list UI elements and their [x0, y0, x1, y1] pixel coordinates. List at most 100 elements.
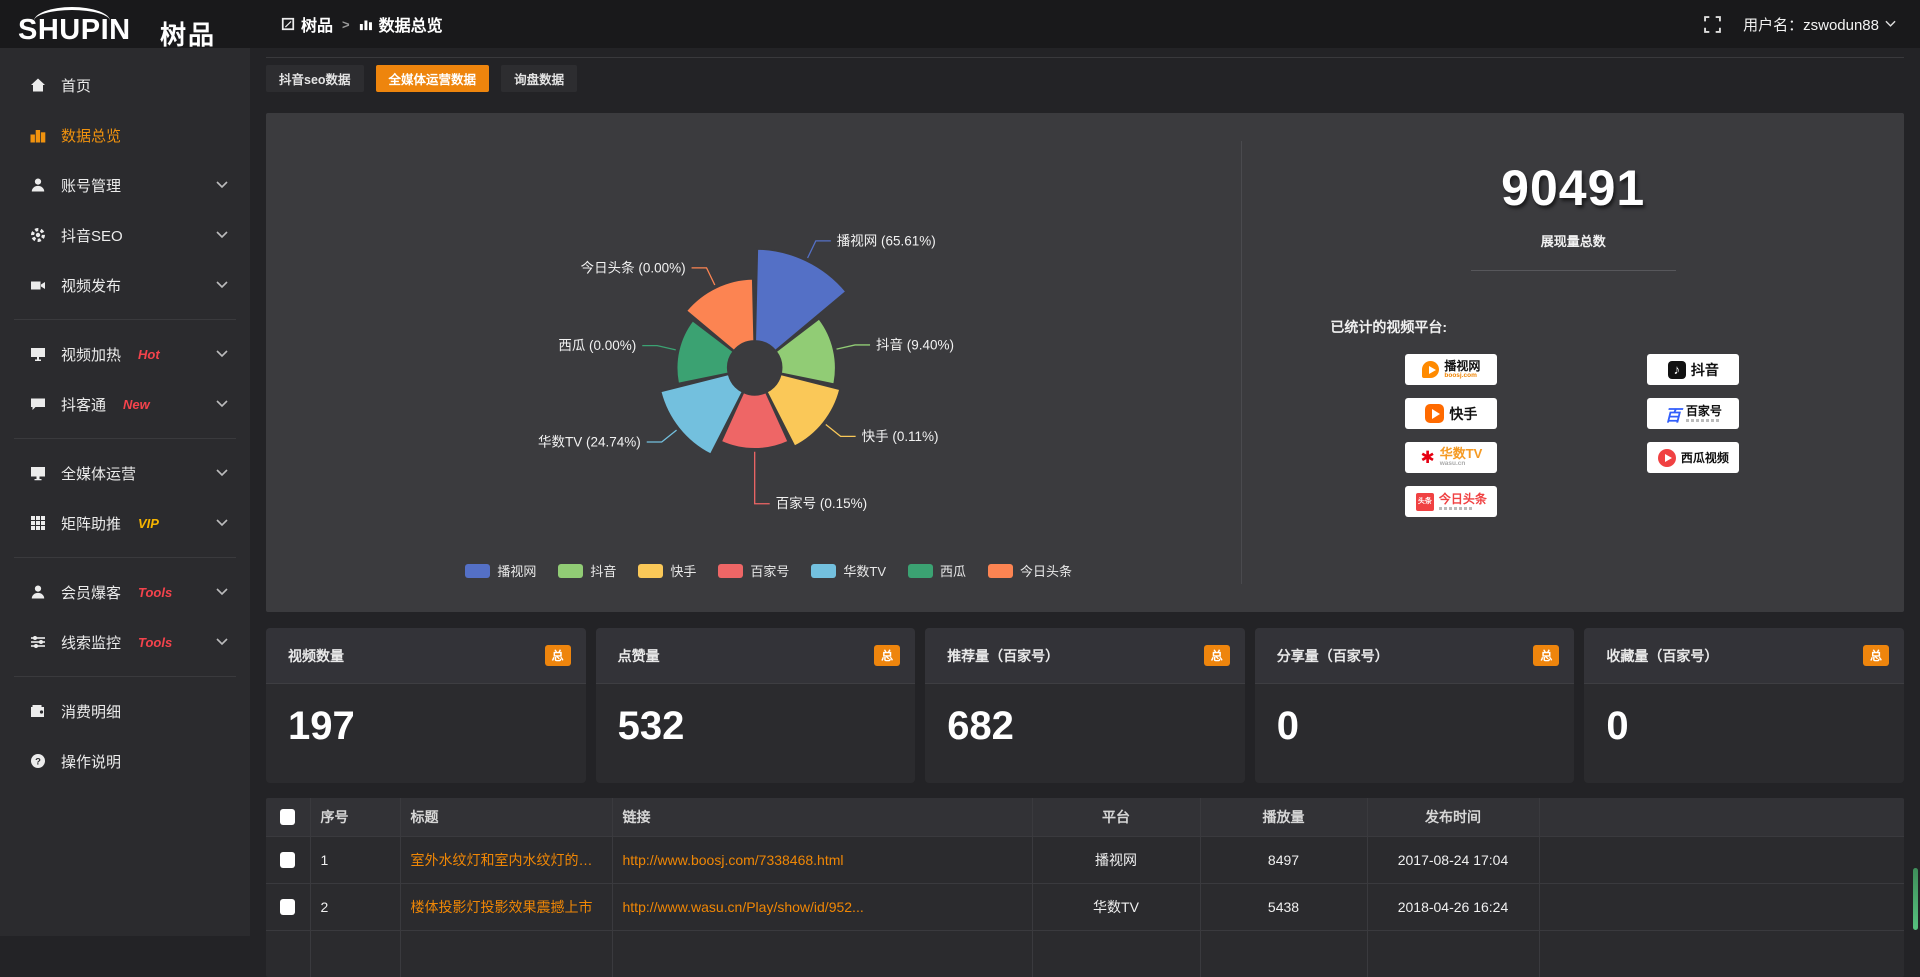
baijiahao-logo-icon: 百	[1664, 407, 1681, 425]
chat-bubble-icon	[31, 398, 45, 410]
sidebar-item-video-heat[interactable]: 视频加热 Hot	[0, 329, 250, 379]
video-camera-icon	[31, 281, 45, 290]
vip-badge: VIP	[138, 515, 159, 531]
table-row: 2 楼体投影灯投影效果震撼上市 http://www.wasu.cn/Play/…	[266, 882, 1904, 930]
legend-swatch	[811, 563, 837, 578]
row-checkbox[interactable]	[280, 898, 296, 915]
new-badge: New	[123, 396, 150, 412]
tools-badge: Tools	[138, 634, 173, 650]
wasu-logo-icon: ✱	[1420, 447, 1435, 467]
url-link[interactable]: http://www.wasu.cn/Play/show/id/952...	[611, 882, 1032, 930]
col-link: 链接	[611, 798, 1032, 836]
sidebar-item-lead-monitor[interactable]: 线索监控 Tools	[0, 617, 250, 667]
title-link[interactable]: 室外水纹灯和室内水纹灯的区别和简介	[399, 835, 612, 883]
chevron-down-icon	[216, 350, 228, 358]
panel-divider	[1241, 141, 1243, 584]
legend-item-快手[interactable]: 快手	[638, 561, 696, 580]
platform-badge-baijiahao: 百 百家号	[1647, 398, 1740, 429]
label-leader-line	[754, 451, 770, 505]
legend-item-播视网[interactable]: 播视网	[465, 561, 536, 580]
tab-inquiry-data[interactable]: 询盘数据	[501, 65, 578, 92]
pie-slice-快手[interactable]	[765, 373, 841, 448]
platform-cell: 播视网	[1031, 835, 1200, 883]
table-row: 1 室外水纹灯和室内水纹灯的区别和简介 http://www.boosj.com…	[266, 835, 1904, 883]
toutiao-logo-icon: 头条	[1415, 492, 1434, 511]
chevron-down-icon	[216, 638, 228, 646]
legend-item-西瓜[interactable]: 西瓜	[908, 561, 966, 580]
pie-slice-今日头条[interactable]	[685, 278, 755, 352]
breadcrumb-separator: >	[342, 16, 350, 32]
total-badge: 总	[1863, 645, 1889, 666]
scrollbar-thumb[interactable]	[1913, 868, 1918, 930]
title-link[interactable]: 楼体投影灯投影效果震撼上市	[399, 882, 612, 930]
legend-label: 抖音	[590, 564, 617, 579]
legend-swatch	[988, 563, 1014, 578]
pie-slice-百家号[interactable]	[720, 391, 790, 450]
col-title: 标题	[399, 798, 612, 836]
platforms-label: 已统计的视频平台:	[1330, 319, 1448, 335]
sidebar-item-douyin-seo[interactable]: 抖音SEO	[0, 210, 250, 260]
sidebar-item-data-overview[interactable]: 数据总览	[0, 110, 250, 160]
chevron-down-icon	[216, 181, 228, 189]
row-checkbox[interactable]	[280, 851, 296, 868]
card-shares: 分享量（百家号）总 0	[1254, 628, 1575, 783]
chart-legend: 播视网 抖音 快手 百家号 华数TV 西瓜 今日头条	[296, 561, 1241, 580]
label-leader-line	[691, 267, 716, 286]
monitor-icon	[31, 467, 45, 481]
tab-douyin-seo-data[interactable]: 抖音seo数据	[266, 65, 364, 92]
breadcrumb-current[interactable]: 数据总览	[359, 12, 443, 36]
pie-slice-华数TV[interactable]	[659, 373, 744, 456]
legend-swatch	[465, 563, 491, 578]
sidebar-item-account-mgmt[interactable]: 账号管理	[0, 160, 250, 210]
chart-panel: 播视网 (65.61%) 抖音 (9.40%) 快手 (0.11%) 百家号 (0.1…	[266, 113, 1904, 612]
legend-label: 今日头条	[1020, 564, 1073, 579]
header-divider	[266, 57, 1904, 58]
grid-icon	[31, 516, 45, 530]
legend-item-百家号[interactable]: 百家号	[718, 561, 789, 580]
legend-item-今日头条[interactable]: 今日头条	[988, 561, 1072, 580]
plays-cell: 5438	[1199, 882, 1367, 930]
sidebar-item-omnimedia-ops[interactable]: 全媒体运营	[0, 448, 250, 498]
label-leader-line	[642, 344, 676, 351]
total-badge: 总	[544, 645, 571, 666]
pie-label-快手: 快手 (0.11%)	[862, 429, 939, 444]
slogan-placeholder	[1685, 419, 1720, 422]
col-seq: 序号	[309, 798, 400, 836]
svg-text:?: ?	[35, 756, 41, 767]
pie-slice-抖音[interactable]	[775, 317, 837, 385]
sidebar-item-spend-detail[interactable]: 消费明细	[0, 686, 250, 736]
pie-slice-西瓜[interactable]	[676, 319, 735, 385]
sidebar-item-home[interactable]: 首页	[0, 60, 250, 110]
legend-label: 西瓜	[940, 564, 967, 579]
sidebar-item-video-publish[interactable]: 视频发布	[0, 260, 250, 310]
fullscreen-icon[interactable]	[1704, 15, 1722, 33]
total-badge: 总	[874, 645, 901, 666]
seq-cell: 1	[309, 835, 400, 883]
sidebar-item-doukertong[interactable]: 抖客通 New	[0, 379, 250, 429]
sidebar-item-member-baoke[interactable]: 会员爆客 Tools	[0, 567, 250, 617]
platform-badge-toutiao: 头条 今日头条	[1405, 486, 1498, 517]
chevron-down-icon	[216, 281, 228, 289]
gear-icon	[30, 227, 46, 243]
sidebar: 首页 数据总览 账号管理 抖音SEO 视频发布 视频加热 Hot 抖客通 New…	[0, 48, 250, 936]
tools-badge: Tools	[138, 584, 173, 600]
sidebar-divider	[14, 438, 236, 439]
sidebar-divider	[14, 319, 236, 320]
sidebar-divider	[14, 676, 236, 677]
display-icon	[31, 348, 45, 361]
question-circle-icon: ?	[31, 754, 45, 768]
select-all-checkbox[interactable]	[280, 808, 296, 825]
legend-item-华数TV[interactable]: 华数TV	[811, 561, 886, 580]
username-menu[interactable]: 用户名：zswodun88	[1743, 14, 1896, 35]
pie-slice-播视网[interactable]	[754, 248, 848, 352]
time-cell: 2017-08-24 17:04	[1366, 835, 1539, 883]
user-icon	[31, 585, 45, 599]
breadcrumb-root[interactable]: 树品	[281, 12, 333, 36]
slogan-placeholder	[1438, 507, 1473, 510]
platform-badge-wasu: ✱ 华数TV wasu.cn	[1405, 442, 1498, 473]
tab-omnimedia-data[interactable]: 全媒体运营数据	[375, 65, 490, 92]
url-link[interactable]: http://www.boosj.com/7338468.html	[611, 835, 1032, 883]
sidebar-item-matrix-boost[interactable]: 矩阵助推 VIP	[0, 498, 250, 548]
sidebar-item-help[interactable]: ? 操作说明	[0, 736, 250, 786]
legend-item-抖音[interactable]: 抖音	[558, 561, 616, 580]
